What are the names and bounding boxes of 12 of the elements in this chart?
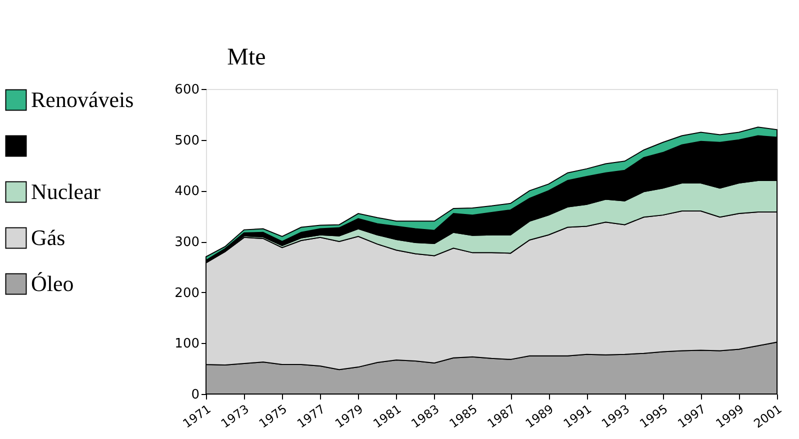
y-tick-label: 100 [174, 336, 200, 352]
y-tick-label: 200 [174, 286, 200, 301]
legend-label: Gás [31, 225, 66, 250]
y-tick-label: 0 [191, 388, 200, 402]
y-tick-label: 600 [174, 82, 200, 98]
legend-label: Óleo [31, 271, 74, 296]
y-tick-label: 400 [174, 184, 200, 200]
legend-label: Nuclear [31, 179, 102, 204]
y-axis-title: Mte [227, 44, 266, 70]
y-tick-label: 500 [174, 133, 200, 148]
y-tick-label: 300 [174, 235, 200, 250]
legend-label: Renováveis [31, 87, 134, 112]
